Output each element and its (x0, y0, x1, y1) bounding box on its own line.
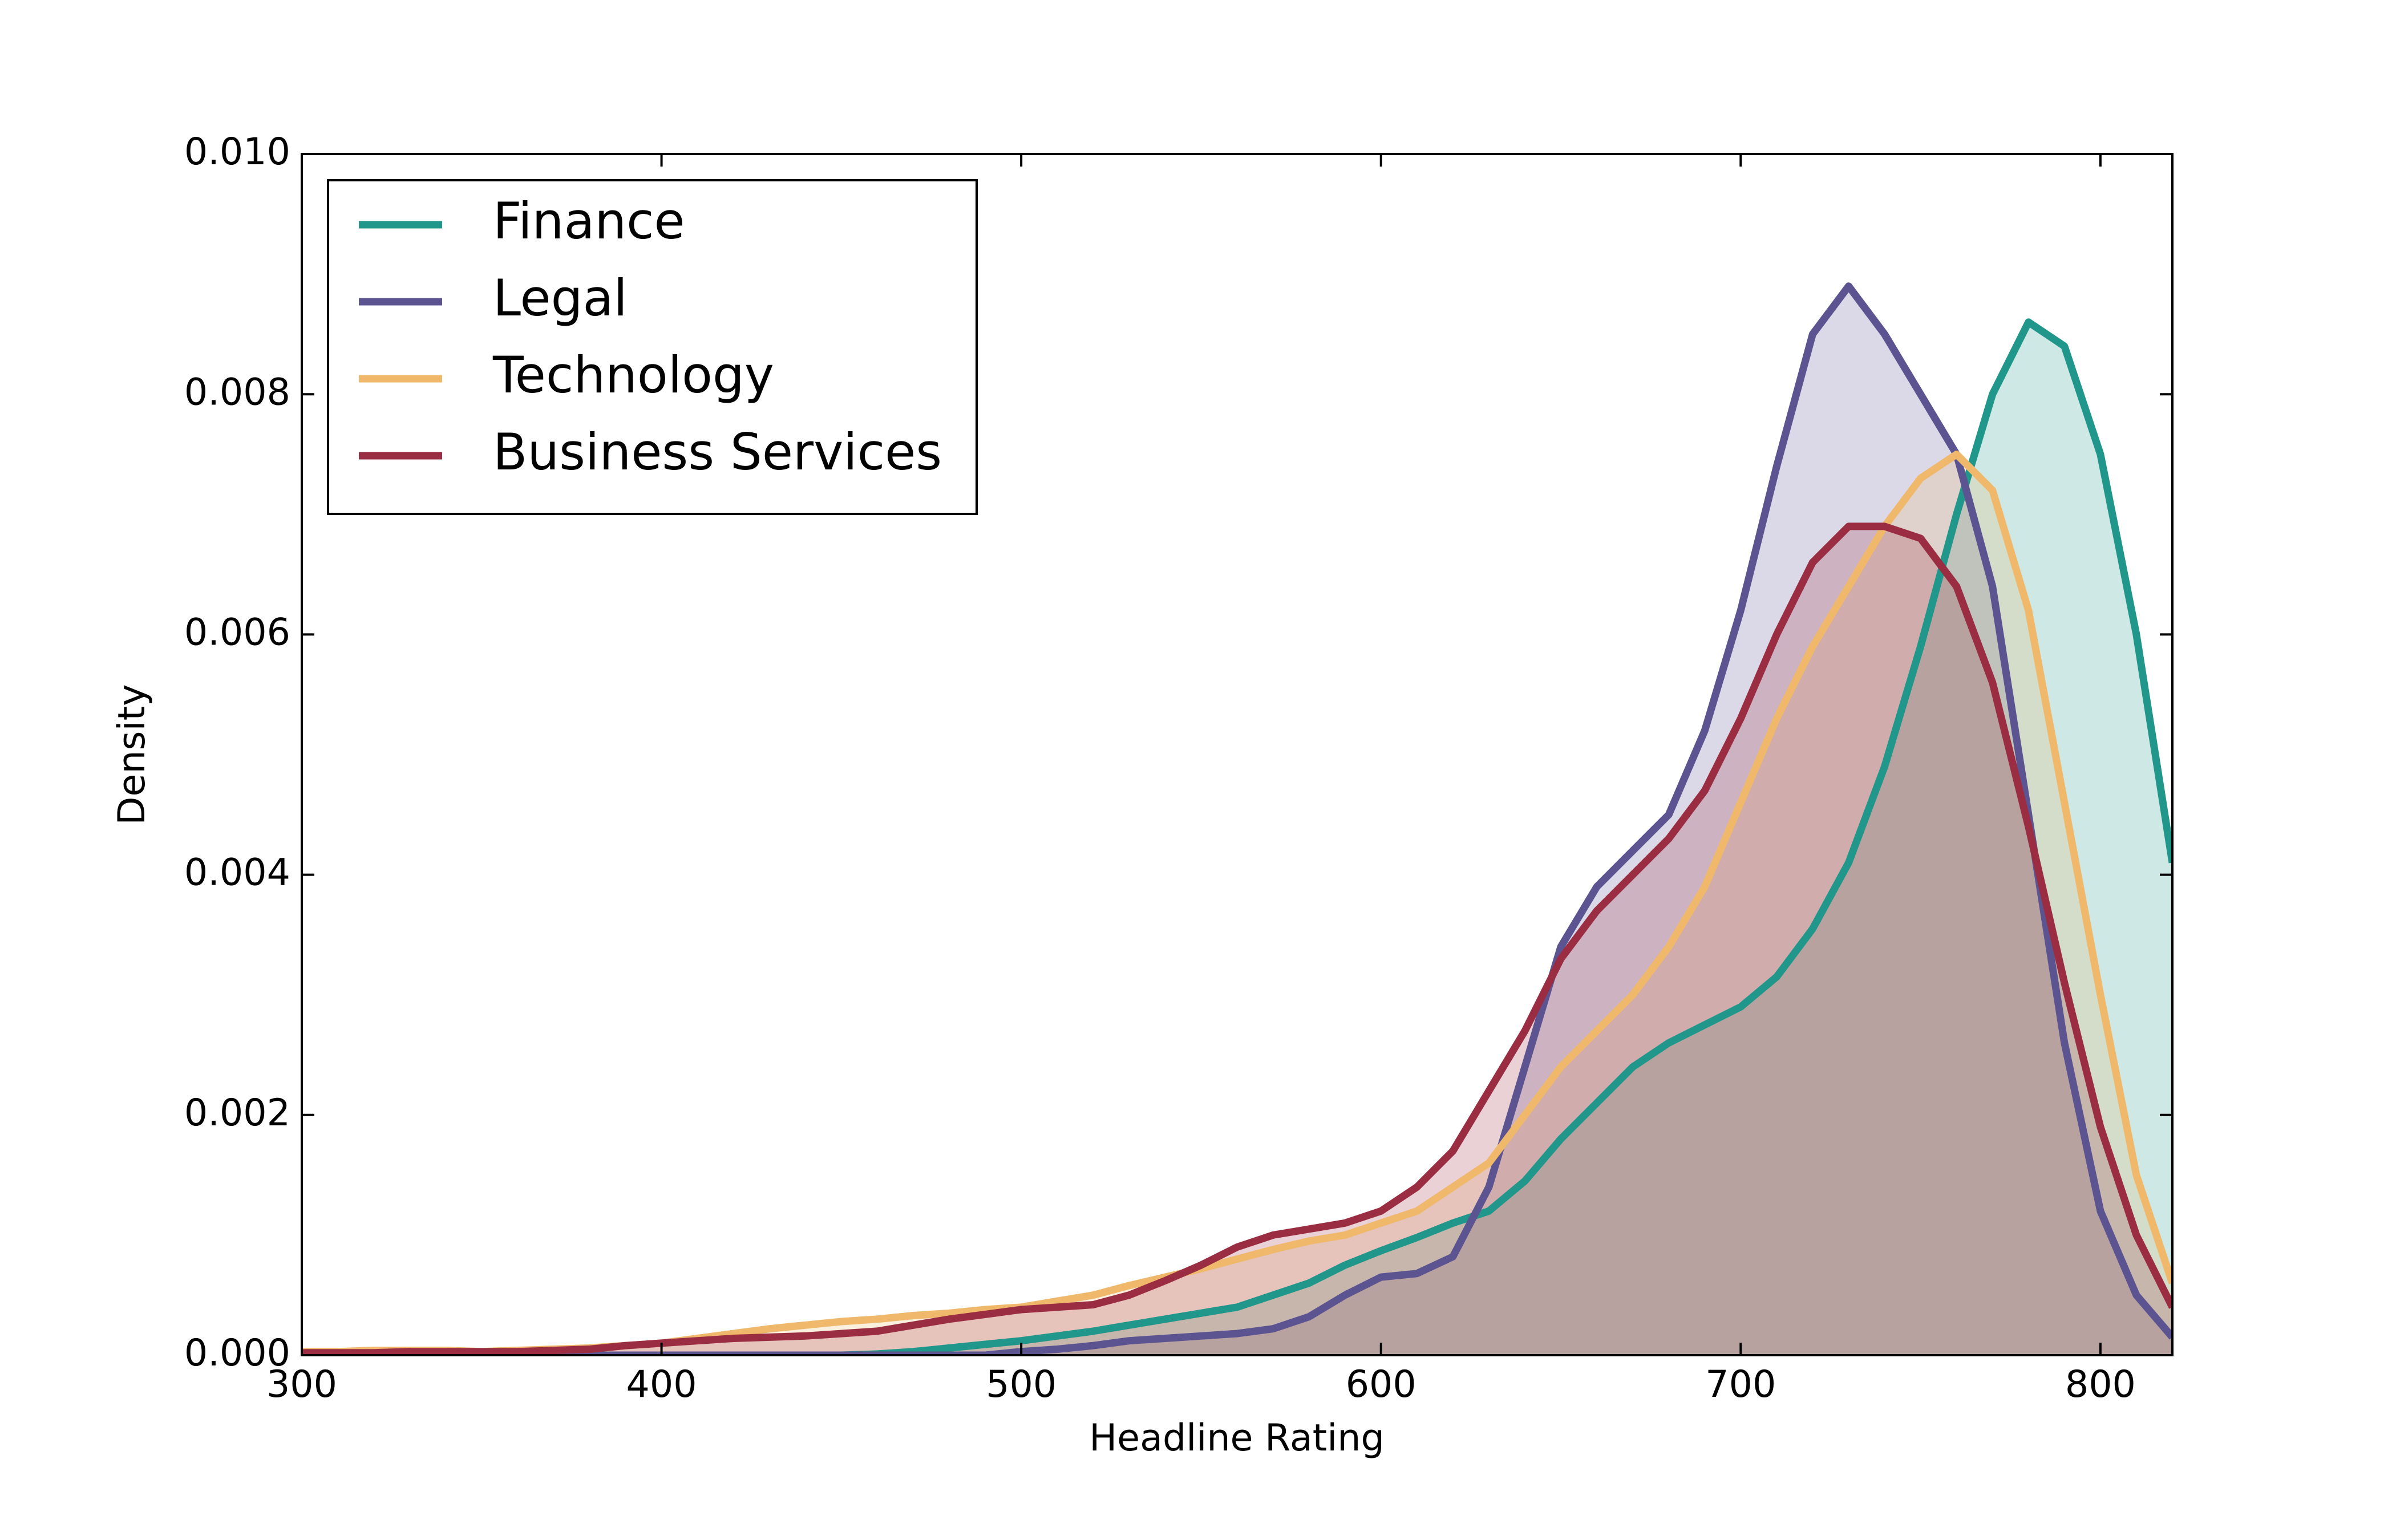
x-axis-label: Headline Rating (1089, 1417, 1385, 1460)
plot-area (302, 282, 2172, 1355)
x-tick-label: 300 (266, 1363, 337, 1406)
legend: Finance Legal Technology Business Services (327, 179, 978, 515)
x-tick-label: 400 (626, 1363, 697, 1406)
plot-frame (301, 153, 2174, 1356)
legend-label: Business Services (493, 423, 942, 481)
x-tick-label: 600 (1346, 1363, 1416, 1406)
area (302, 526, 2172, 1355)
y-tick-label: 0.006 (184, 611, 290, 654)
y-axis-label: Density (111, 684, 153, 825)
x-tick-label: 700 (1705, 1363, 1776, 1406)
area (302, 454, 2172, 1355)
x-tick-label: 500 (986, 1363, 1057, 1406)
y-tick-label: 0.000 (184, 1332, 290, 1375)
area (302, 322, 2172, 1355)
line (302, 522, 2172, 1355)
y-tick-label: 0.008 (184, 371, 290, 414)
legend-label: Technology (492, 346, 774, 404)
y-tick-label: 0.004 (184, 852, 290, 894)
y-tick-label: 0.010 (184, 131, 290, 173)
y-tick-label: 0.002 (184, 1092, 290, 1134)
legend-label: Legal (493, 269, 628, 327)
x-tick-label: 800 (2065, 1363, 2136, 1406)
line (302, 318, 2172, 1355)
line (302, 282, 2172, 1355)
legend-label: Finance (493, 192, 685, 250)
area (302, 286, 2172, 1355)
